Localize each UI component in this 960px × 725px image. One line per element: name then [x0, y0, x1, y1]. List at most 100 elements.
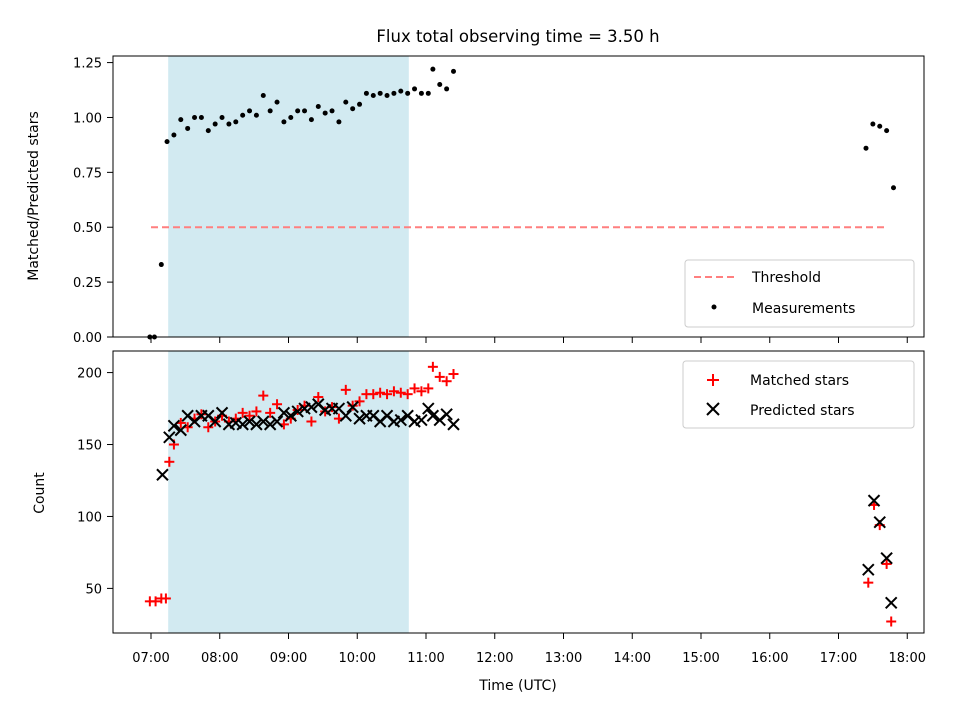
predicted-star-point	[156, 468, 169, 481]
measurement-point	[315, 103, 321, 109]
measurement-point	[877, 123, 883, 129]
matched-star-point	[196, 409, 207, 420]
measurement-point	[240, 112, 246, 118]
measurement-point	[405, 90, 411, 96]
measurement-point	[192, 114, 198, 120]
measurement-point	[185, 125, 191, 131]
matched-legend-label: Matched stars	[750, 373, 849, 389]
measurement-point	[233, 119, 239, 125]
count-shaded-interval	[168, 351, 409, 633]
measurement-point	[437, 82, 443, 88]
measurement-point	[212, 121, 218, 127]
count-y-tick-label: 50	[85, 582, 102, 597]
measurement-point	[425, 90, 431, 96]
x-tick-label: 12:00	[476, 651, 513, 666]
matched-star-point	[160, 593, 171, 604]
predicted-star-point	[873, 516, 886, 529]
ratio-shaded-interval	[168, 56, 409, 337]
x-tick-label: 18:00	[889, 651, 926, 666]
predicted-star-point	[243, 415, 256, 428]
matched-star-point	[164, 456, 175, 467]
measurement-point	[267, 108, 273, 114]
x-tick-label: 11:00	[407, 651, 444, 666]
chart-title: Flux total observing time = 3.50 h	[376, 27, 659, 46]
measurement-point	[884, 128, 890, 134]
measurement-point	[891, 185, 896, 191]
ratio-y-tick-label: 0.50	[73, 221, 102, 236]
measurement-point	[253, 112, 259, 118]
matched-star-point	[375, 387, 386, 398]
matched-star-point	[313, 392, 324, 403]
measurement-point	[329, 108, 335, 114]
matched-star-point	[272, 399, 283, 410]
ratio-y-tick-label: 1.00	[73, 111, 102, 126]
predicted-star-point	[426, 409, 440, 422]
measurement-point	[260, 93, 266, 99]
predicted-star-point	[208, 415, 222, 428]
predicted-star-point	[353, 412, 366, 425]
x-tick-label: 07:00	[132, 651, 169, 666]
matched-star-point	[265, 407, 276, 418]
matched-star-point	[409, 383, 420, 394]
predicted-star-point	[394, 413, 407, 427]
ratio-legend-box	[684, 259, 915, 328]
ratio-y-tick-label: 1.25	[73, 57, 102, 72]
predicted-star-point	[885, 596, 898, 609]
predicted-star-point	[447, 418, 460, 431]
matched-star-point	[340, 384, 351, 395]
x-tick-label: 15:00	[682, 651, 719, 666]
x-tick-label: 16:00	[751, 651, 788, 666]
ratio-y-tick-label: 0.25	[73, 276, 102, 291]
matched-star-point	[251, 406, 262, 417]
x-tick-label: 08:00	[201, 651, 238, 666]
matched-star-point	[368, 389, 379, 400]
measurement-point	[370, 93, 376, 99]
measurement-point	[226, 121, 232, 127]
predicted-star-point	[250, 418, 263, 431]
matched-star-point	[347, 400, 358, 411]
measurement-point	[444, 86, 450, 92]
measurement-point	[430, 66, 436, 72]
measurement-point	[205, 128, 211, 134]
matched-star-point	[402, 389, 413, 400]
predicted-star-point	[867, 494, 881, 507]
measurement-point	[247, 108, 253, 114]
matched-star-point	[292, 404, 303, 415]
predicted-star-point	[236, 418, 249, 431]
matched-star-point	[244, 410, 255, 421]
measurement-point	[281, 119, 287, 125]
predicted-star-point	[263, 418, 277, 431]
measurement-point	[198, 114, 204, 120]
measurement-point	[308, 117, 314, 123]
matched-star-point	[886, 616, 897, 627]
matched-star-point	[306, 416, 317, 427]
predicted-star-point	[215, 406, 229, 420]
ratio-panel: 0.00 0.25 0.50 0.75 1.00 1.25 Matched/Predict…	[26, 55, 925, 346]
predicted-star-point	[415, 413, 428, 427]
measurement-point	[384, 93, 390, 99]
measurement-point	[343, 99, 349, 105]
count-panel: 50 100 150 200 07:00 08:00 09:00 10:00 11:00 12:…	[32, 350, 926, 694]
x-tick-label: 09:00	[270, 651, 307, 666]
measurement-point	[870, 121, 876, 127]
predicted-star-point	[270, 415, 284, 428]
x-tick-label: 14:00	[614, 651, 651, 666]
measurement-point	[322, 110, 328, 116]
measurement-point	[171, 132, 177, 138]
measurement-point	[377, 90, 383, 96]
matched-star-point	[354, 396, 365, 407]
measurement-point	[357, 101, 363, 107]
predicted-star-point	[346, 400, 359, 414]
matched-star-point	[258, 390, 269, 401]
ratio-y-tick-label: 0.00	[73, 331, 102, 346]
matched-star-point	[416, 386, 427, 397]
x-tick-label: 10:00	[339, 651, 376, 666]
predicted-star-point	[257, 415, 270, 428]
measurement-point	[391, 90, 397, 96]
measurement-point	[219, 114, 225, 120]
predicted-star-point	[277, 406, 291, 420]
measurement-point	[302, 108, 308, 114]
predicted-star-point	[163, 431, 176, 444]
measurement-point	[418, 90, 424, 96]
